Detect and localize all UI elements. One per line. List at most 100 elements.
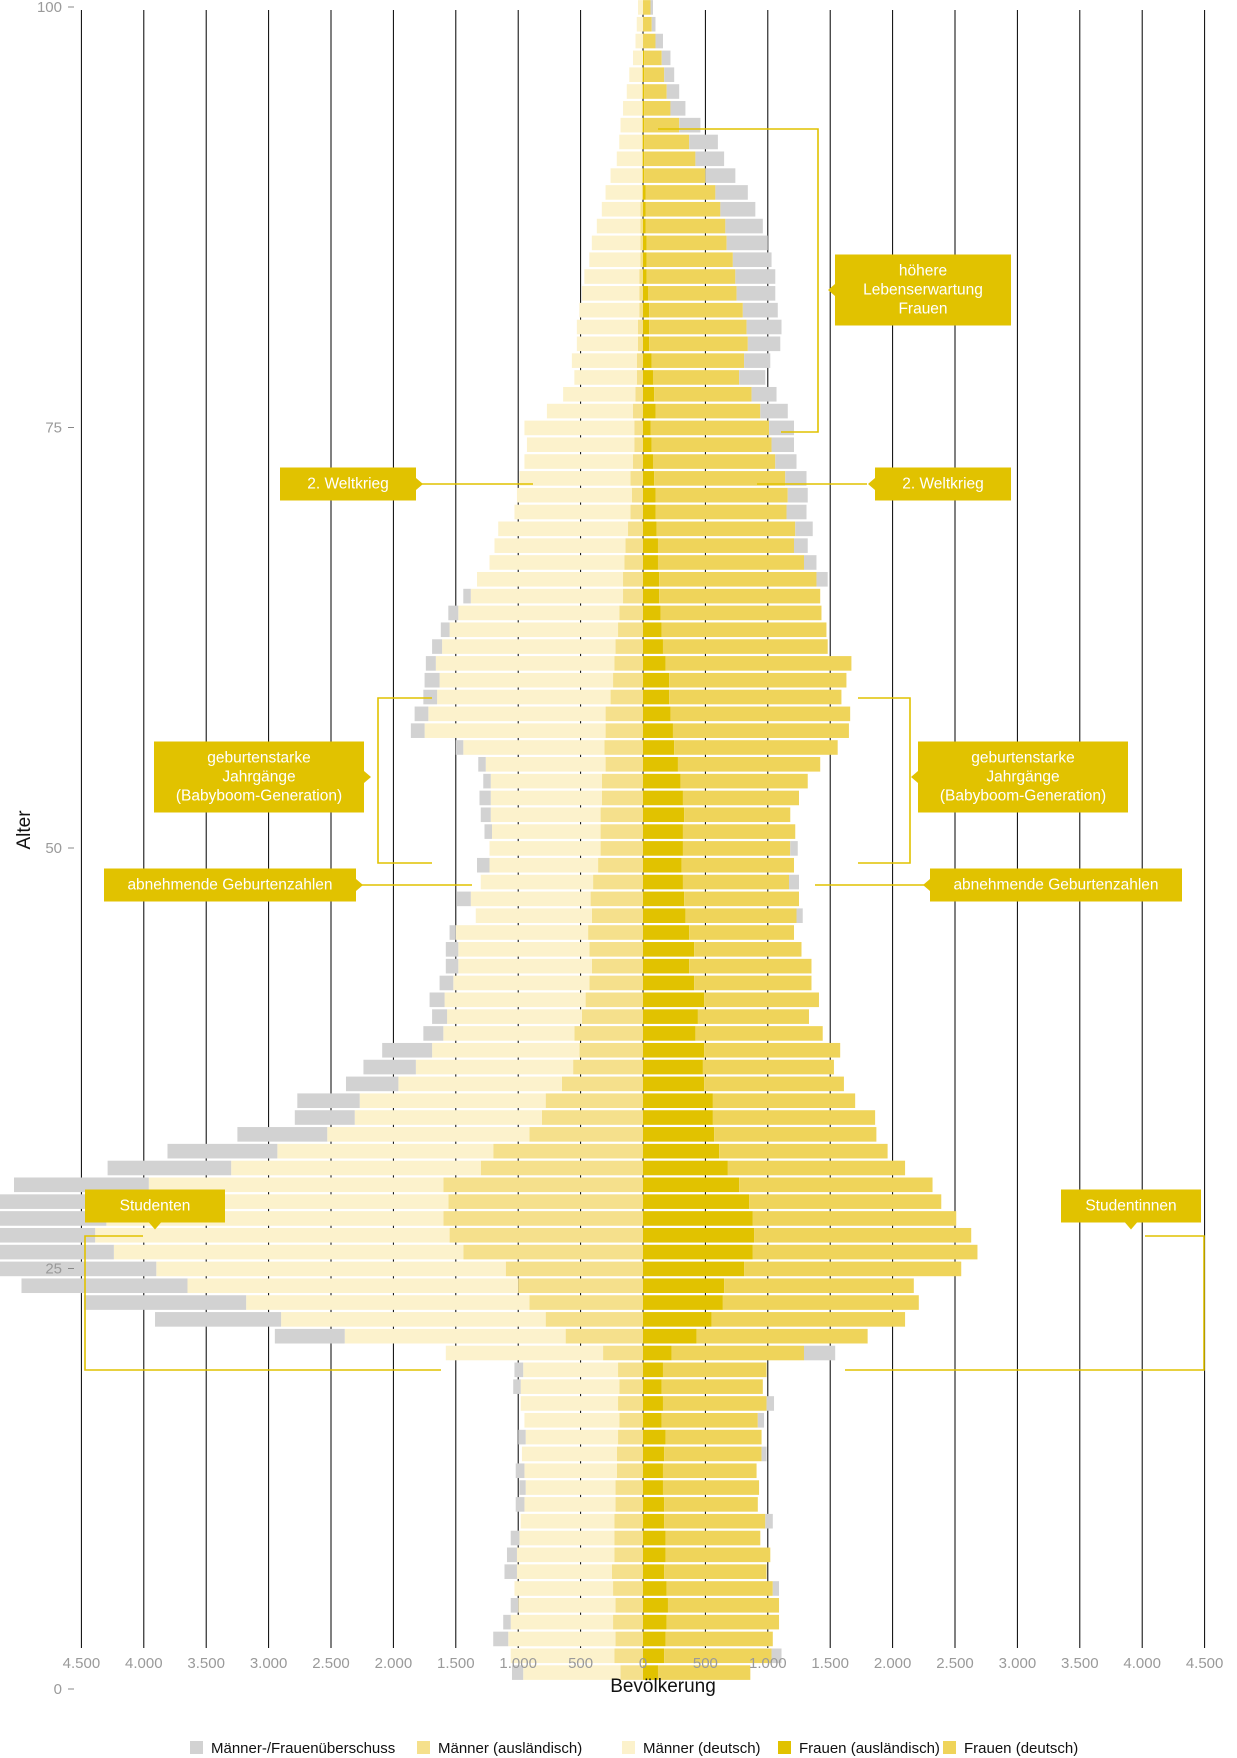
annotation-pointer (149, 1222, 161, 1230)
annotation-text: Studenten (120, 1198, 191, 1215)
bar-men-german (519, 471, 631, 486)
bar-surplus (483, 773, 491, 789)
bar-women-foreign (643, 370, 653, 385)
bar-men-foreign (614, 656, 643, 671)
bar-men-foreign (463, 1244, 643, 1260)
bars-layer (0, 0, 978, 1680)
bar-men-german (524, 1463, 617, 1479)
bar-surplus (771, 1648, 782, 1664)
bar-men-foreign (618, 622, 643, 638)
bar-men-foreign (620, 1665, 643, 1680)
bar-men-german (231, 1160, 481, 1176)
bar-men-foreign (529, 1295, 643, 1310)
bar-men-foreign (601, 790, 643, 806)
bar-men-foreign (448, 1194, 643, 1209)
bar-women-foreign (643, 1127, 715, 1142)
bar-surplus (720, 201, 756, 217)
bar-surplus (787, 487, 808, 503)
bar-men-german (626, 84, 642, 99)
bar-women-foreign (643, 84, 645, 99)
bar-women-german (645, 218, 726, 234)
bar-surplus (477, 857, 490, 873)
bar-women-german (724, 1278, 914, 1294)
bar-women-german (666, 1581, 773, 1596)
bar-men-german (589, 252, 641, 268)
bar-women-german (651, 353, 745, 368)
bar-surplus (666, 84, 680, 99)
bar-men-german (633, 50, 643, 66)
bar-women-german (644, 101, 671, 116)
bar-women-foreign (643, 857, 682, 873)
bar-women-german (655, 403, 761, 419)
bar-surplus (725, 218, 763, 234)
bar-women-german (682, 874, 790, 890)
bar-women-german (654, 471, 786, 486)
bar-surplus (410, 723, 425, 738)
bar-men-foreign (613, 1614, 643, 1630)
bar-surplus (796, 908, 803, 923)
bar-women-german (664, 1513, 766, 1529)
bar-women-foreign (643, 841, 683, 856)
legend-swatch (417, 1741, 430, 1754)
bar-surplus (751, 386, 777, 402)
bar-women-german (744, 1261, 962, 1277)
bar-men-german (344, 1328, 566, 1344)
bar-men-foreign (593, 874, 643, 890)
bar-surplus (432, 1009, 448, 1024)
bar-women-german (722, 1295, 919, 1310)
bar-women-foreign (643, 1581, 667, 1596)
bar-men-foreign (443, 1211, 643, 1226)
annotation-text: Frauen (898, 301, 947, 318)
bar-women-german (664, 1648, 772, 1664)
bar-women-german (711, 1312, 906, 1327)
bar-women-foreign (643, 605, 661, 621)
bar-men-german (428, 706, 606, 722)
bar-men-foreign (605, 706, 643, 722)
bracket-life-expectancy (658, 128, 819, 433)
bar-women-german (682, 824, 796, 839)
bar-men-german (458, 958, 592, 974)
annotation-births-left: abnehmende Geburtenzahlen (104, 868, 363, 902)
legend-label: Männer (ausländisch) (438, 1740, 582, 1757)
bar-surplus (484, 824, 492, 839)
annotation-text: geburtenstarke (971, 750, 1074, 767)
bar-surplus (83, 1295, 247, 1310)
bar-women-german (646, 269, 736, 284)
bar-women-foreign (643, 151, 645, 167)
bar-women-foreign (643, 790, 683, 806)
annotation-box (918, 741, 1128, 813)
bar-women-german (702, 1059, 834, 1075)
bar-men-foreign (618, 1362, 643, 1378)
bar-men-german (638, 0, 643, 15)
bar-men-foreign (603, 1345, 643, 1361)
bar-men-german (449, 622, 619, 638)
bar-women-foreign (643, 757, 678, 772)
bar-men-foreign (598, 857, 643, 873)
bar-women-german (682, 841, 791, 856)
bar-men-german (443, 1026, 575, 1041)
bar-men-foreign (639, 302, 643, 318)
x-tick-label: 4.500 (63, 1655, 101, 1672)
annotation-box (104, 868, 356, 902)
x-tick-label: 1.000 (749, 1655, 787, 1672)
bar-surplus (785, 471, 807, 486)
bar-women-foreign (643, 807, 685, 823)
bar-men-german (516, 487, 632, 503)
x-tick-label: 500 (693, 1655, 718, 1672)
x-tick-label: 4.000 (125, 1655, 163, 1672)
bar-men-foreign (604, 740, 643, 755)
bar-men-foreign (630, 471, 643, 486)
bar-surplus (816, 571, 828, 587)
bar-men-german (525, 1429, 619, 1445)
bar-surplus (739, 370, 766, 385)
legend-swatch (622, 1741, 635, 1754)
bar-men-german (480, 874, 594, 890)
bar-men-foreign (613, 672, 643, 688)
bar-men-german (489, 841, 601, 856)
bar-men-german (620, 117, 642, 133)
bar-surplus (432, 639, 443, 654)
bar-women-german (645, 185, 716, 200)
bar-women-foreign (643, 1396, 663, 1411)
bar-women-german (682, 790, 799, 806)
